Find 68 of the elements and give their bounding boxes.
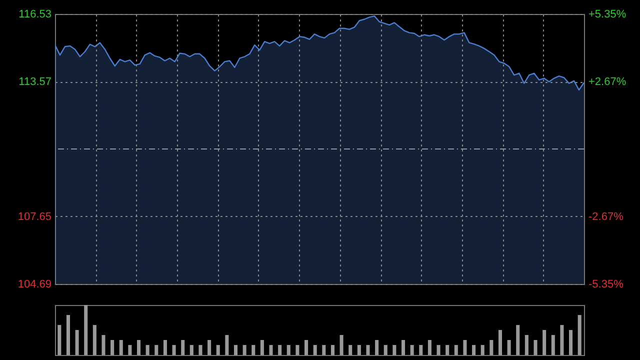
- bar: [498, 330, 502, 355]
- bar: [463, 340, 467, 355]
- y2-tick-label: +5.35%: [588, 8, 626, 20]
- bar: [569, 330, 573, 355]
- bar: [357, 345, 361, 355]
- bar: [296, 345, 300, 355]
- bar: [269, 345, 273, 355]
- bar: [578, 315, 582, 355]
- y-tick-label: 116.53: [18, 8, 52, 20]
- bar: [172, 345, 176, 355]
- bar: [313, 345, 317, 355]
- bar: [58, 325, 62, 355]
- bar: [234, 345, 238, 355]
- bar: [92, 325, 96, 355]
- bar: [507, 340, 511, 355]
- bar: [446, 345, 450, 355]
- bar: [208, 340, 212, 355]
- bar: [551, 335, 555, 355]
- y2-tick-label: -5.35%: [588, 278, 624, 290]
- y-tick-label: 104.69: [18, 278, 52, 290]
- bar: [542, 330, 546, 355]
- bar: [472, 345, 476, 355]
- bar: [375, 340, 379, 355]
- bar: [454, 345, 458, 355]
- bar: [340, 335, 344, 355]
- bar: [128, 345, 132, 355]
- bar: [286, 345, 290, 355]
- bar: [84, 305, 88, 355]
- bar: [110, 340, 114, 355]
- bar: [242, 345, 246, 355]
- bar: [75, 330, 79, 355]
- bar: [304, 340, 308, 355]
- y2-tick-label: +2.67%: [588, 76, 626, 88]
- bar: [428, 340, 432, 355]
- bar: [366, 345, 370, 355]
- y-tick-label: 113.57: [18, 76, 52, 88]
- bar: [534, 340, 538, 355]
- bar: [102, 335, 106, 355]
- y2-tick-label: -2.67%: [588, 210, 624, 223]
- bar: [66, 315, 70, 355]
- bar: [348, 345, 352, 355]
- bar: [330, 345, 334, 355]
- bar: [436, 345, 440, 355]
- bar: [119, 340, 123, 355]
- bar: [419, 345, 423, 355]
- bar: [225, 335, 229, 355]
- bar: [190, 345, 194, 355]
- bar: [384, 345, 388, 355]
- bar: [560, 325, 564, 355]
- bar: [278, 345, 282, 355]
- bar: [480, 345, 484, 355]
- bar: [163, 340, 167, 355]
- bar: [198, 345, 202, 355]
- bar: [524, 335, 528, 355]
- bar: [322, 345, 326, 355]
- bar: [260, 340, 264, 355]
- y-tick-label: 107.65: [18, 211, 52, 223]
- bar: [146, 345, 150, 355]
- bar: [252, 345, 256, 355]
- bar: [410, 345, 414, 355]
- bar: [516, 325, 520, 355]
- bar: [490, 340, 494, 355]
- bar: [392, 345, 396, 355]
- bar: [181, 340, 185, 355]
- bar: [216, 345, 220, 355]
- bar: [401, 340, 406, 355]
- bar: [154, 345, 158, 355]
- bar: [136, 340, 141, 355]
